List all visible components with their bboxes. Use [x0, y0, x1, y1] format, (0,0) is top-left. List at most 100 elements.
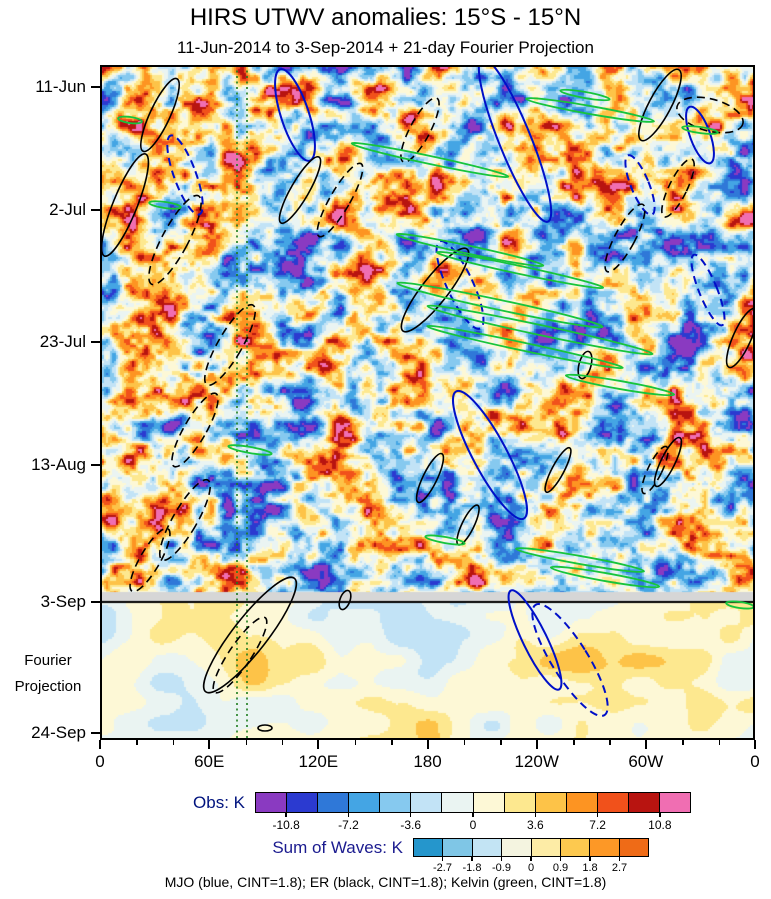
- y-axis-tick: [91, 209, 100, 212]
- waves-colorbar: Sum of Waves: K -2.7 -1.8 -0.9 0 0.9 1.8 2.7: [272, 838, 649, 874]
- mjo-contour-negative: [166, 134, 204, 216]
- colorbar-tick: [285, 813, 287, 817]
- kelvin-contour: [681, 125, 719, 135]
- x-axis-tick: [426, 740, 429, 749]
- y-tick-label: 24-Sep: [31, 723, 86, 743]
- mjo-contour-negative: [624, 154, 656, 216]
- colorbar-segment: [318, 793, 350, 812]
- mjo-contour: [507, 589, 563, 691]
- er-contour: [577, 350, 593, 380]
- kelvin-contour: [725, 600, 755, 610]
- colorbar-tick: [347, 813, 350, 817]
- colorbar-bar: [255, 792, 691, 813]
- er-contour-negative: [171, 392, 219, 468]
- colorbar-segment: [472, 839, 503, 856]
- colorbar-segment: [628, 793, 661, 812]
- er-contour-negative: [604, 203, 646, 273]
- mjo-contour-negative: [435, 240, 485, 330]
- x-tick-label: 180: [413, 752, 442, 771]
- colorbar-segment: [504, 793, 536, 812]
- chart-title: HIRS UTWV anomalies: 15°S - 15°N: [189, 4, 582, 31]
- kelvin-contour: [350, 142, 510, 178]
- colorbar-segment: [443, 839, 473, 856]
- colorbar-segment: [566, 793, 598, 812]
- legend-caption: MJO (blue, CINT=1.8); ER (black, CINT=1.…: [164, 874, 607, 890]
- kelvin-contour: [515, 547, 645, 573]
- y-tick-label: 13-Aug: [31, 455, 86, 475]
- x-tick-label: 0: [750, 752, 760, 771]
- wave-contour-overlay: [100, 65, 755, 740]
- kelvin-contour: [148, 200, 182, 210]
- colorbar-segment: [411, 793, 443, 812]
- mjo-contour-negative: [690, 253, 726, 327]
- x-axis-tick: [535, 740, 538, 749]
- x-axis-minor-tick: [391, 740, 393, 745]
- er-contour-negative: [661, 158, 695, 218]
- kelvin-contour: [559, 88, 611, 102]
- colorbar-tick-label: 7.2: [589, 818, 606, 832]
- colorbar-tick: [441, 857, 444, 861]
- x-axis-minor-tick: [573, 740, 575, 745]
- er-contour-negative: [676, 96, 744, 134]
- colorbar-tick-label: -7.2: [338, 818, 359, 832]
- colorbar-segment: [380, 793, 412, 812]
- colorbar-tick-label: 10.8: [648, 818, 672, 832]
- y-axis-tick: [91, 464, 100, 467]
- x-axis-minor-tick: [354, 740, 357, 745]
- colorbar-segment: [473, 793, 505, 812]
- colorbar-tick-label: 1.8: [582, 862, 598, 874]
- obs-colorbar: Obs: K -10.8 -7.2 -3.6 0 3.6 7.2 10.8: [193, 792, 691, 832]
- x-axis-minor-tick: [682, 740, 684, 745]
- x-axis-minor-tick: [609, 740, 611, 745]
- er-contour-negative: [129, 527, 171, 593]
- mjo-contour: [452, 389, 528, 521]
- kelvin-contour: [435, 250, 605, 290]
- colorbar-tick-label: -1.8: [462, 862, 482, 874]
- er-contour: [338, 589, 352, 611]
- kelvin-contour: [117, 115, 143, 125]
- projection-label-line1: Fourier: [24, 652, 72, 669]
- kelvin-contour: [549, 565, 661, 589]
- x-axis-minor-tick: [281, 740, 284, 745]
- x-tick-label: 60W: [628, 752, 664, 771]
- x-axis-minor-tick: [136, 740, 138, 745]
- colorbar-segment: [597, 793, 629, 812]
- chart-subtitle: 11-Jun-2014 to 3-Sep-2014 + 21-day Fouri…: [177, 38, 594, 57]
- er-contour: [257, 724, 273, 732]
- colorbar-bar: [413, 838, 649, 857]
- kelvin-contour: [396, 281, 604, 329]
- x-axis-minor-tick: [500, 740, 502, 745]
- colorbar-tick-label: 3.6: [526, 818, 544, 832]
- colorbar-segment: [660, 793, 691, 812]
- er-contour: [725, 307, 755, 369]
- colorbar-label: Obs: K: [193, 793, 245, 812]
- colorbar-tick: [618, 857, 621, 861]
- y-axis-tick: [91, 600, 100, 603]
- y-axis-tick: [91, 732, 100, 735]
- colorbar-segment: [414, 839, 444, 856]
- colorbar-segment: [590, 839, 620, 856]
- x-axis-tick: [208, 740, 211, 749]
- colorbar-tick-label: -3.6: [400, 818, 422, 832]
- kelvin-contour: [395, 233, 545, 267]
- er-contour-negative: [212, 616, 268, 694]
- er-contour: [653, 436, 683, 488]
- x-axis-minor-tick: [245, 740, 248, 745]
- x-axis-tick: [754, 740, 756, 749]
- y-tick-label: 2-Jul: [49, 200, 86, 220]
- colorbar-segment: [442, 793, 474, 812]
- y-axis-tick: [91, 86, 100, 89]
- colorbar-tick: [596, 813, 599, 817]
- colorbar-tick-label: 2.7: [611, 862, 628, 874]
- colorbar-segment: [560, 839, 591, 856]
- colorbar-tick: [534, 813, 537, 817]
- er-contour-negative: [148, 194, 202, 286]
- mjo-contour: [477, 65, 553, 223]
- er-contour-negative: [158, 478, 212, 562]
- er-contour: [140, 77, 180, 153]
- colorbar-tick-label: 0: [527, 862, 535, 874]
- x-tick-label: 60E: [194, 752, 225, 771]
- x-tick-label: 120W: [514, 752, 559, 771]
- y-axis-tick: [91, 340, 100, 343]
